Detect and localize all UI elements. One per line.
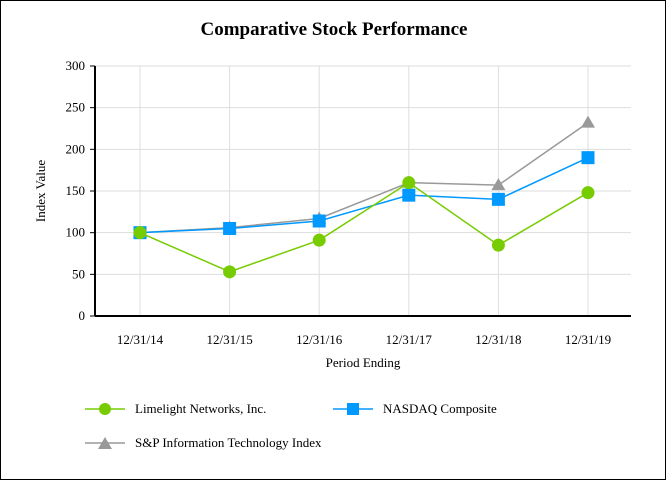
legend-label: NASDAQ Composite xyxy=(383,401,497,416)
data-point-triangle xyxy=(491,178,506,191)
y-axis-label: Index Value xyxy=(33,160,48,222)
y-tick-label: 100 xyxy=(66,225,86,240)
data-point-circle xyxy=(312,233,326,247)
x-tick-label: 12/31/19 xyxy=(565,332,611,347)
series-line-2 xyxy=(139,122,589,234)
series-line-1 xyxy=(139,156,589,234)
x-tick-label: 12/31/14 xyxy=(117,332,164,347)
y-tick-label: 300 xyxy=(66,58,86,73)
y-tick-label: 0 xyxy=(79,308,86,323)
legend-marker-circle xyxy=(85,403,125,415)
y-tick-label: 250 xyxy=(66,100,86,115)
legend-item-1: NASDAQ Composite xyxy=(333,401,497,417)
legend-label: S&P Information Technology Index xyxy=(135,435,322,450)
data-point-square xyxy=(312,214,326,228)
x-tick-label: 12/31/15 xyxy=(206,332,252,347)
data-point-circle xyxy=(402,176,416,190)
data-point-square xyxy=(491,192,505,206)
data-point-square xyxy=(223,222,237,235)
y-tick-label: 50 xyxy=(72,266,85,281)
y-tick-label: 150 xyxy=(66,183,86,198)
legend-marker-triangle xyxy=(85,437,125,449)
data-point-circle xyxy=(581,186,595,200)
legend-item-0: Limelight Networks, Inc. xyxy=(85,401,266,417)
legend-label: Limelight Networks, Inc. xyxy=(135,401,267,416)
chart-title: Comparative Stock Performance xyxy=(200,19,468,40)
legend-marker-square xyxy=(333,403,373,415)
x-tick-label: 12/31/16 xyxy=(296,332,343,347)
data-point-circle xyxy=(133,226,147,240)
data-point-square xyxy=(581,151,595,165)
series-line-0 xyxy=(139,181,589,273)
data-point-triangle xyxy=(581,115,595,128)
data-point-square xyxy=(402,188,416,202)
data-point-circle xyxy=(223,265,237,279)
data-point-circle xyxy=(491,238,505,252)
y-tick-label: 200 xyxy=(66,141,86,156)
x-tick-label: 12/31/18 xyxy=(475,332,521,347)
x-axis-label: Period Ending xyxy=(326,355,401,370)
x-tick-label: 12/31/17 xyxy=(386,332,433,347)
legend-item-2: S&P Information Technology Index xyxy=(85,435,321,451)
